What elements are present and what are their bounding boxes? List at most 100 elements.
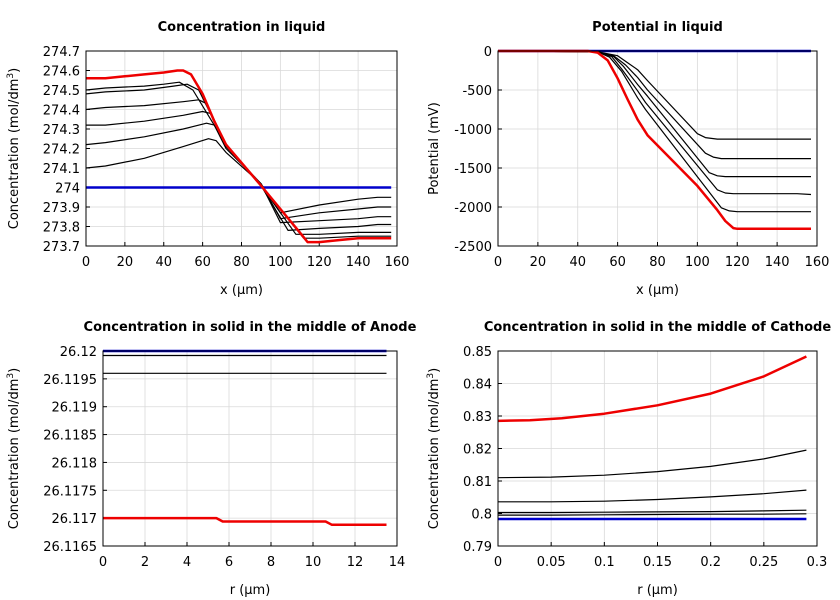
series-line-7 <box>86 69 392 244</box>
x-axis-label: r (µm) <box>230 583 271 598</box>
x-tick-label: 120 <box>307 255 332 270</box>
y-tick-label: 0.85 <box>463 345 492 360</box>
x-tick-label: 40 <box>569 255 586 270</box>
x-tick-label: 12 <box>347 555 364 570</box>
x-tick-label: 160 <box>805 255 830 270</box>
y-tick-label: 0.82 <box>463 443 492 458</box>
x-tick-label: 0 <box>494 555 502 570</box>
x-tick-label: 140 <box>765 255 790 270</box>
x-tick-label: 14 <box>389 555 406 570</box>
y-tick-label: 26.117 <box>52 512 98 527</box>
y-tick-label: 26.1165 <box>43 540 97 555</box>
x-tick-label: 0 <box>494 255 502 270</box>
y-tick-label: 26.118 <box>52 456 98 471</box>
y-tick-label: 274.2 <box>43 143 80 158</box>
x-tick-label: 6 <box>225 555 233 570</box>
y-tick-label: 0 <box>484 45 492 60</box>
y-tick-label: -500 <box>462 84 492 99</box>
x-tick-label: 0 <box>99 555 107 570</box>
series-line-2 <box>85 122 392 220</box>
y-tick-label: 274.4 <box>43 104 80 119</box>
series-line-2 <box>498 489 807 503</box>
y-axis-label-superscript: 3 <box>6 373 16 379</box>
plot-frame <box>85 50 398 247</box>
y-tick-label: 0.84 <box>463 378 492 393</box>
x-tick-label: 0.05 <box>537 555 566 570</box>
x-tick-label: 120 <box>725 255 750 270</box>
x-tick-label: 0.25 <box>749 555 778 570</box>
x-tick-label: 20 <box>530 255 547 270</box>
chart-title: Concentration in solid in the middle of … <box>484 320 832 335</box>
y-tick-label: 274.1 <box>43 162 80 177</box>
y-tick-label: 274.3 <box>43 123 80 138</box>
chart-title: Concentration in liquid <box>158 20 326 35</box>
y-tick-label: -2500 <box>454 240 492 255</box>
y-tick-label: 0.83 <box>463 410 492 425</box>
series-line-1 <box>498 513 807 516</box>
y-axis-label: Concentration (mol/dm3) <box>6 368 22 530</box>
x-tick-label: 0 <box>82 255 90 270</box>
y-tick-label: 26.12 <box>60 345 97 360</box>
y-axis-label-text: Potential (mV) <box>427 102 442 195</box>
series-line-6 <box>498 49 811 231</box>
y-axis-label: Potential (mV) <box>427 102 442 195</box>
x-axis-label: x (µm) <box>636 283 679 298</box>
series-line-1 <box>497 50 811 140</box>
y-axis-label-end: ) <box>7 368 22 373</box>
y-tick-label: 274.6 <box>43 65 80 80</box>
x-tick-label: 10 <box>305 555 322 570</box>
plot-frame <box>497 350 818 547</box>
x-tick-label: 4 <box>183 555 191 570</box>
series-line-3 <box>86 110 392 224</box>
series-line-1 <box>85 138 392 214</box>
y-tick-label: 0.79 <box>463 540 492 555</box>
y-tick-label: 273.9 <box>43 201 80 216</box>
x-tick-label: 8 <box>267 555 275 570</box>
plot-frame <box>102 350 398 547</box>
x-tick-label: 0.15 <box>643 555 672 570</box>
x-tick-label: 20 <box>117 255 134 270</box>
y-tick-label: 26.1195 <box>43 373 97 388</box>
x-tick-label: 0.3 <box>807 555 828 570</box>
x-tick-label: 100 <box>268 255 293 270</box>
y-tick-label: -1500 <box>454 162 492 177</box>
x-tick-label: 40 <box>155 255 172 270</box>
y-tick-label: 26.1175 <box>43 484 97 499</box>
y-axis-label-end: ) <box>7 68 22 73</box>
y-tick-label: 26.119 <box>52 401 98 416</box>
y-tick-label: 274.5 <box>43 84 80 99</box>
series-line-4 <box>497 50 812 196</box>
series-line-0 <box>498 509 807 514</box>
y-tick-label: 0.81 <box>463 475 492 490</box>
y-tick-label: 274.7 <box>43 45 80 60</box>
y-tick-label: 274 <box>55 182 80 197</box>
y-tick-label: 26.1185 <box>43 429 97 444</box>
y-axis-label-text: Concentration (mol/dm <box>427 379 442 530</box>
x-tick-label: 0.1 <box>594 555 615 570</box>
y-tick-label: 273.7 <box>43 240 80 255</box>
x-tick-label: 2 <box>141 555 149 570</box>
series-line-3 <box>497 449 807 479</box>
y-axis-label: Concentration (mol/dm3) <box>6 68 22 230</box>
x-tick-label: 60 <box>194 255 211 270</box>
y-tick-label: 273.8 <box>43 221 80 236</box>
x-tick-label: 80 <box>649 255 666 270</box>
y-axis-label: Concentration (mol/dm3) <box>426 368 442 530</box>
chart-panel-1: 0 20 40 60 80 100 120 140 160 -2500 -2000 -1500 -100… <box>427 20 829 298</box>
y-axis-label-text: Concentration (mol/dm <box>7 379 22 530</box>
chart-panel-0: 0 20 40 60 80 100 120 140 160 273.7 273.8 273.9 274 2… <box>6 20 409 298</box>
y-tick-label: -2000 <box>454 201 492 216</box>
series-line-3 <box>103 516 387 527</box>
chart-panel-3: 0 0.05 0.1 0.15 0.2 0.25 0.3 0.79 0.8 0.81 0.82 0.8… <box>426 320 831 598</box>
plot-frame <box>497 50 818 247</box>
series-line-5 <box>497 50 811 213</box>
x-tick-label: 80 <box>233 255 250 270</box>
x-tick-label: 140 <box>346 255 371 270</box>
x-tick-label: 160 <box>385 255 410 270</box>
y-axis-label-superscript: 3 <box>426 373 436 379</box>
y-axis-label-superscript: 3 <box>6 73 16 79</box>
y-axis-label-text: Concentration (mol/dm <box>7 79 22 230</box>
x-axis-label: x (µm) <box>220 283 263 298</box>
y-tick-label: -1000 <box>454 123 492 138</box>
